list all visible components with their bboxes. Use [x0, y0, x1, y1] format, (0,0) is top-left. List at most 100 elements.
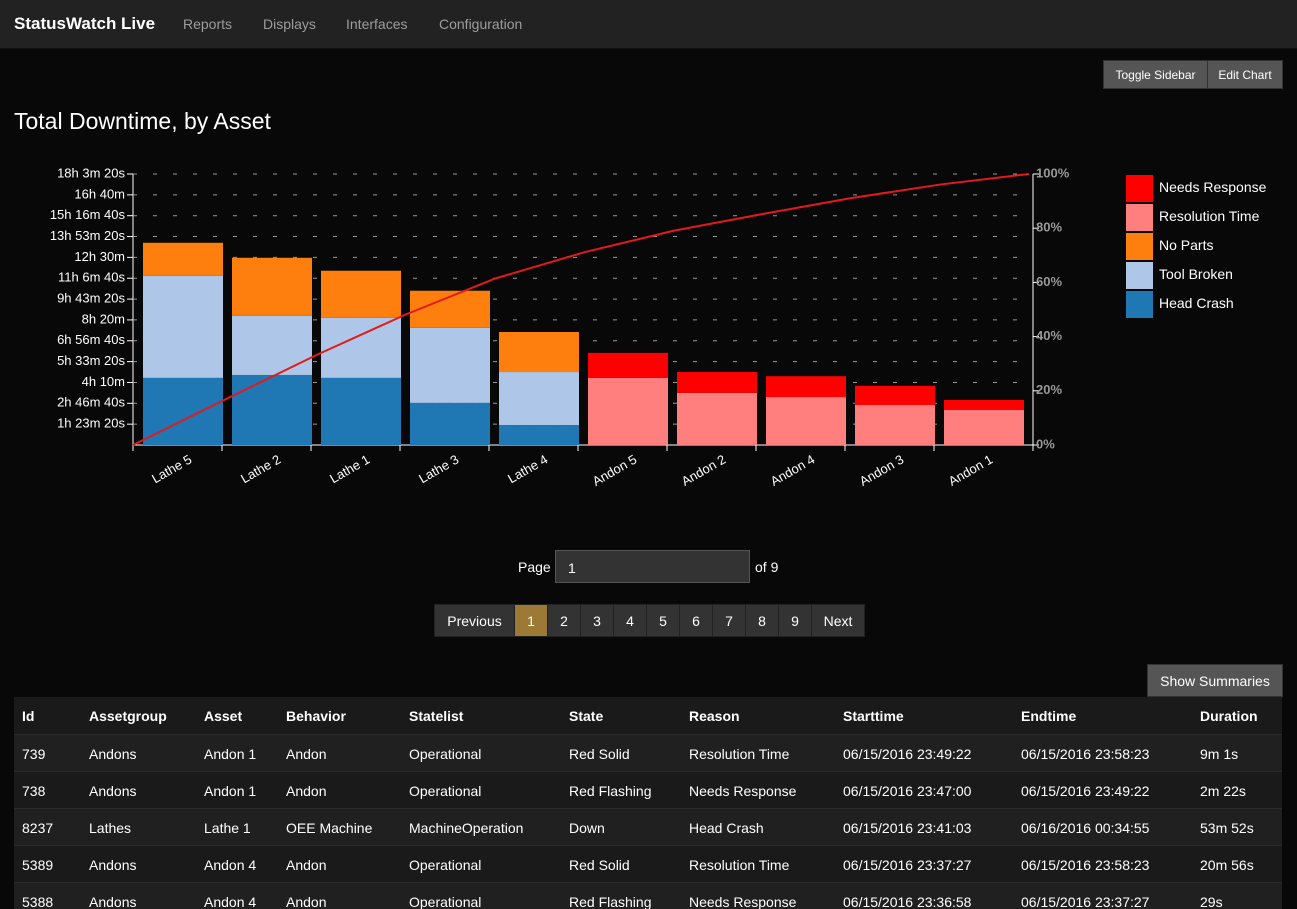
page-button[interactable]: 6	[679, 604, 713, 637]
show-summaries-button[interactable]: Show Summaries	[1147, 664, 1283, 697]
table-cell: 5389	[22, 857, 54, 873]
bar-segment	[143, 242, 223, 276]
table-cell: Andon 4	[204, 894, 257, 909]
y-tick-label: 9h 43m 20s	[57, 291, 125, 306]
table-cell: 06/15/2016 23:58:23	[1021, 857, 1150, 873]
y-tick-label: 18h 3m 20s	[57, 165, 125, 180]
y-tick-label: 2h 46m 40s	[57, 395, 125, 410]
y-tick-label: 11h 6m 40s	[58, 270, 125, 285]
table-cell: Resolution Time	[689, 746, 790, 762]
bar-segment	[588, 352, 668, 378]
x-tick-label: Lathe 1	[327, 452, 372, 487]
page-button[interactable]: 3	[580, 604, 614, 637]
toggle-sidebar-button[interactable]: Toggle Sidebar	[1103, 60, 1208, 89]
previous-button[interactable]: Previous	[434, 604, 515, 637]
table-cell: 06/15/2016 23:49:22	[1021, 783, 1150, 799]
table-row: 8237 Lathes Lathe 1 OEE Machine MachineOpera…	[14, 808, 1282, 845]
bar-segment	[232, 374, 312, 445]
table-cell: Andon	[286, 746, 327, 762]
bar-segment	[766, 376, 846, 398]
legend-label: Tool Broken	[1159, 266, 1233, 282]
y-tick-label: 4h 10m	[82, 374, 125, 389]
page-button[interactable]: 7	[712, 604, 746, 637]
table-header: Id Assetgroup Asset Behavior Statelist State R…	[14, 697, 1282, 734]
table-cell: 06/15/2016 23:36:58	[843, 894, 972, 909]
page-button[interactable]: 8	[745, 604, 779, 637]
header-cell: Starttime	[843, 708, 904, 724]
bar-segment	[677, 392, 757, 445]
header-cell: Asset	[204, 708, 243, 724]
table-cell: Andon	[286, 894, 327, 909]
table-cell: Red Flashing	[569, 783, 652, 799]
legend-label: Resolution Time	[1159, 208, 1260, 224]
edit-chart-button[interactable]: Edit Chart	[1207, 60, 1283, 89]
table-cell: Andon	[286, 783, 327, 799]
legend-swatch	[1126, 204, 1153, 231]
bar-segment	[944, 399, 1024, 410]
page-button[interactable]: 1	[514, 604, 548, 637]
table-cell: Red Solid	[569, 746, 630, 762]
table-cell: Andon 1	[204, 746, 257, 762]
legend-label: Needs Response	[1159, 179, 1267, 195]
table-cell: 06/15/2016 23:58:23	[1021, 746, 1150, 762]
bar-segment	[766, 397, 846, 445]
x-tick-label: Andon 4	[768, 452, 817, 489]
header-cell: Endtime	[1021, 708, 1077, 724]
table-cell: 06/15/2016 23:37:27	[1021, 894, 1150, 909]
legend-swatch	[1126, 175, 1153, 202]
y2-tick-label: 40%	[1036, 328, 1062, 343]
x-tick-label: Andon 3	[857, 452, 906, 489]
table-row: 5389 Andons Andon 4 Andon Operational Red Sol…	[14, 845, 1282, 882]
table-cell: 06/15/2016 23:37:27	[843, 857, 972, 873]
bar-segment	[855, 385, 935, 405]
y-tick-label: 16h 40m	[74, 186, 125, 201]
x-tick-label: Lathe 2	[238, 452, 283, 487]
table-cell: 5388	[22, 894, 54, 909]
nav-link[interactable]: Interfaces	[346, 16, 408, 32]
x-tick-label: Lathe 3	[416, 452, 461, 487]
line-lead-in	[132, 397, 229, 446]
table-cell: OEE Machine	[286, 820, 373, 836]
table-cell: 738	[22, 783, 46, 799]
table-row: 738 Andons Andon 1 Andon Operational Red Flas…	[14, 771, 1282, 808]
y-tick-label: 12h 30m	[74, 249, 125, 264]
page-button[interactable]: 9	[778, 604, 812, 637]
y-tick-label: 15h 16m 40s	[50, 207, 126, 222]
page-button[interactable]: 2	[547, 604, 581, 637]
header-cell: Assetgroup	[89, 708, 167, 724]
table-cell: Down	[569, 820, 605, 836]
table-cell: 739	[22, 746, 46, 762]
legend-label: Head Crash	[1159, 295, 1234, 311]
table-cell: Lathe 1	[204, 820, 251, 836]
table-cell: 06/15/2016 23:47:00	[843, 783, 972, 799]
brand[interactable]: StatusWatch Live	[14, 14, 156, 33]
table-cell: Red Solid	[569, 857, 630, 873]
page-input[interactable]: 1	[555, 550, 750, 583]
bar-segment	[499, 424, 579, 445]
bar-segment	[232, 257, 312, 316]
table-cell: 8237	[22, 820, 54, 836]
nav-link[interactable]: Configuration	[439, 16, 523, 32]
legend-swatch	[1126, 262, 1153, 289]
table-cell: Needs Response	[689, 783, 797, 799]
y-tick-label: 6h 56m 40s	[57, 332, 125, 347]
chart: 1h 23m 20s 2h 46m 40s 4h 10m 5h 33m 20s 6h 5…	[50, 165, 1267, 489]
table-cell: 06/15/2016 23:49:22	[843, 746, 972, 762]
table-cell: 06/15/2016 23:41:03	[843, 820, 972, 836]
x-tick-label: Lathe 5	[149, 452, 194, 487]
y2-tick-label: 0%	[1036, 436, 1055, 451]
page-count: of 9	[755, 559, 779, 575]
page-button[interactable]: 5	[646, 604, 680, 637]
y-tick-label: 5h 33m 20s	[57, 353, 125, 368]
header-cell: Statelist	[409, 708, 464, 724]
next-button[interactable]: Next	[811, 604, 865, 637]
page-button[interactable]: 4	[613, 604, 647, 637]
y2-tick-label: 60%	[1036, 274, 1062, 289]
nav-link[interactable]: Reports	[183, 16, 233, 32]
nav-link[interactable]: Displays	[263, 16, 316, 32]
legend-label: No Parts	[1159, 237, 1213, 253]
legend-swatch	[1126, 291, 1153, 318]
x-tick-label: Lathe 4	[505, 452, 550, 487]
x-tick-label: Andon 5	[590, 452, 639, 489]
